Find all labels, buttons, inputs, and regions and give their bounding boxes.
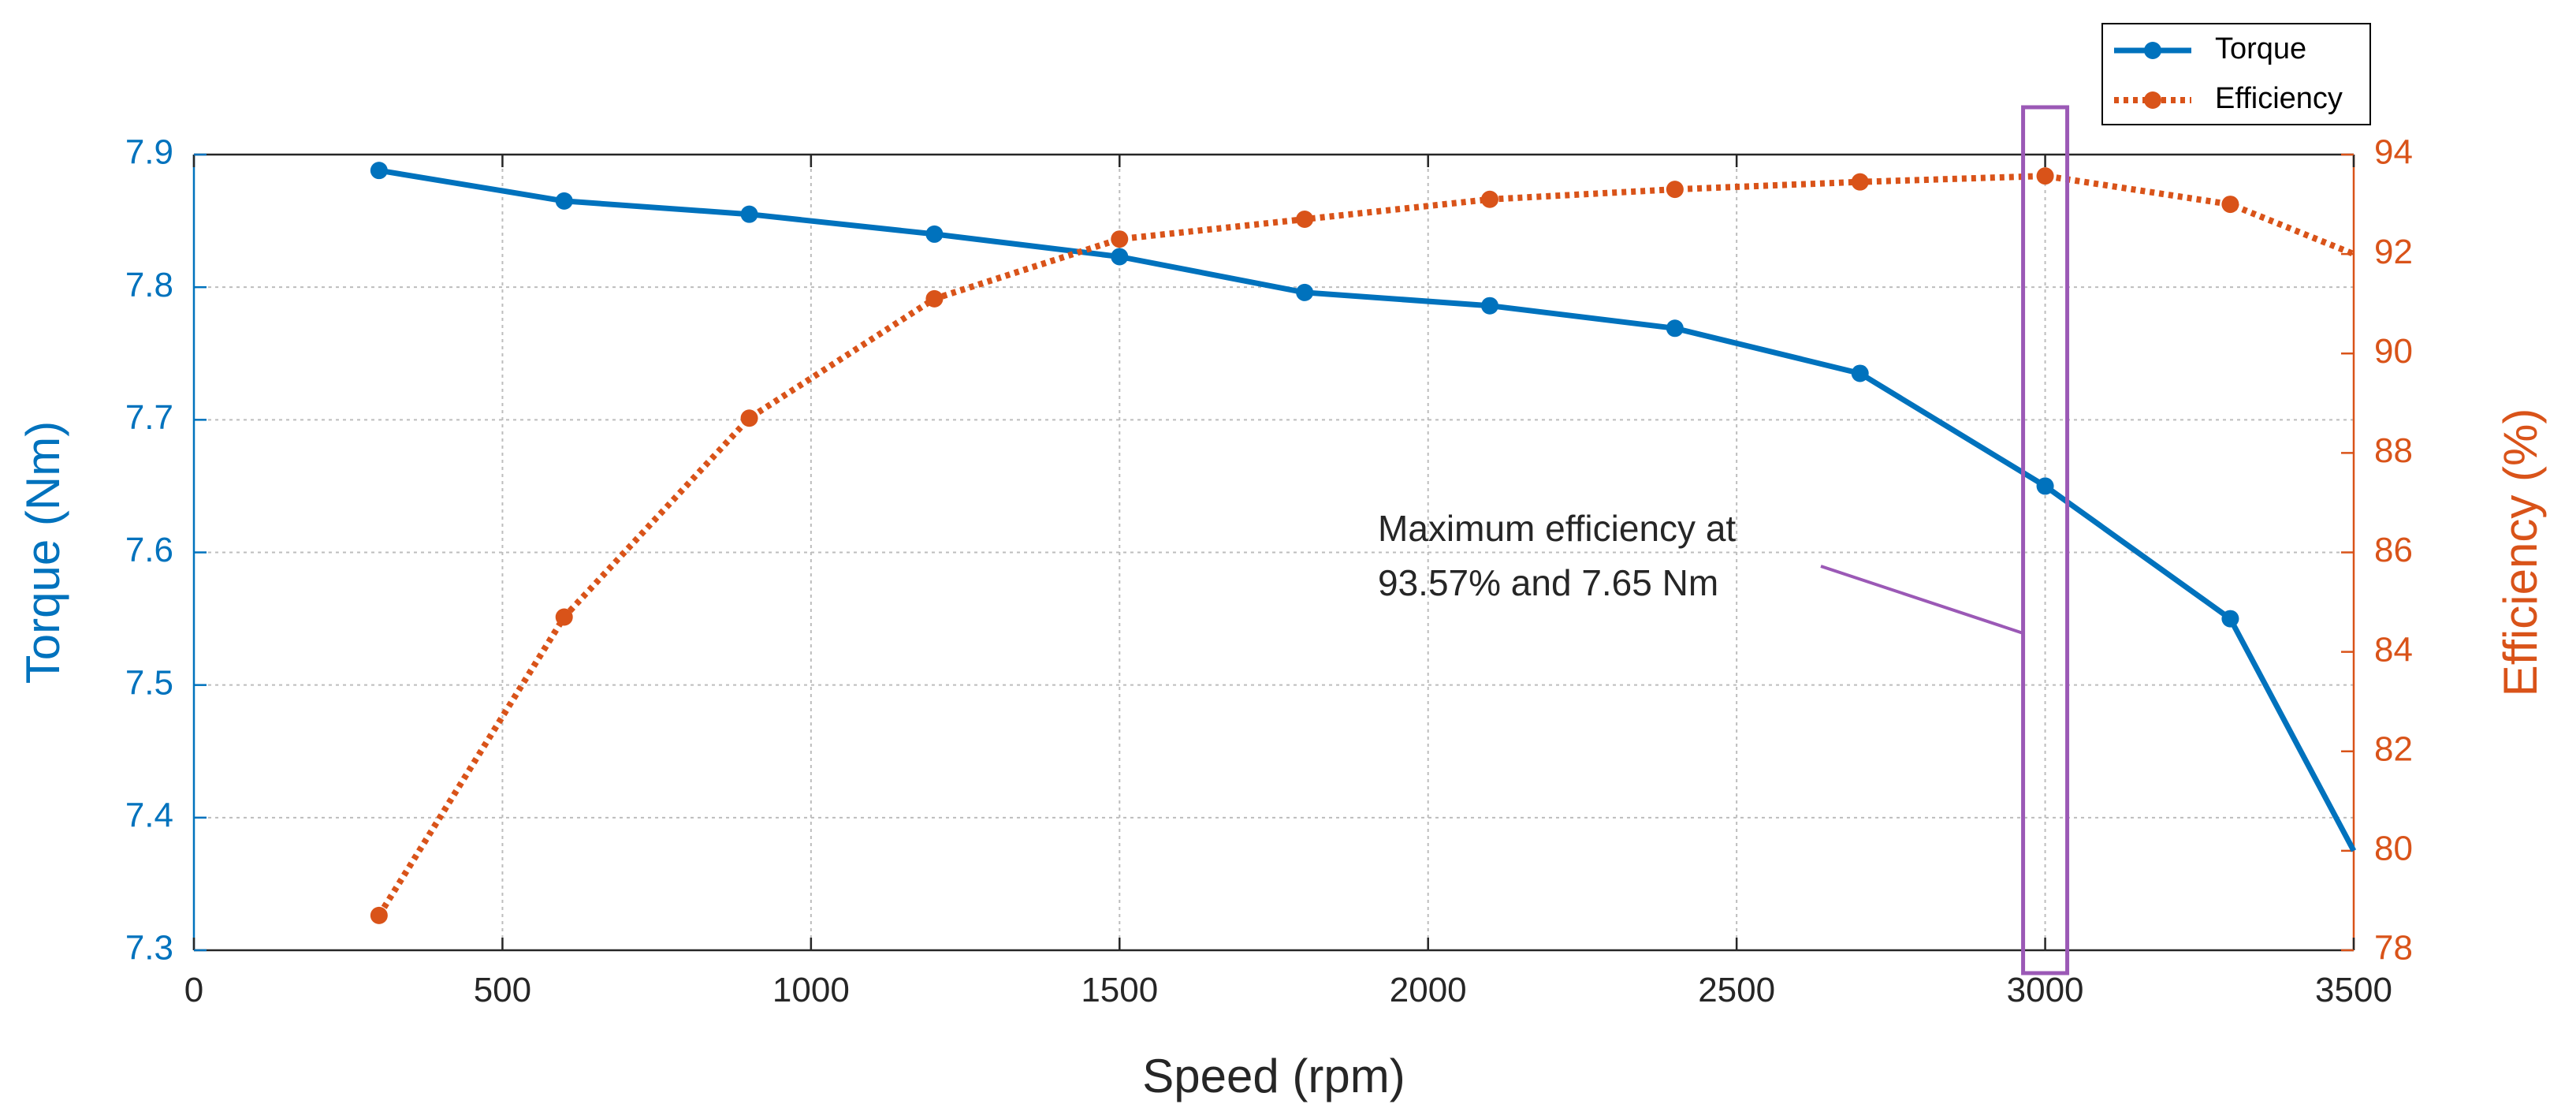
legend-marker-torque: [2144, 42, 2161, 59]
annotation-text-line-1: Maximum efficiency at: [1378, 508, 1736, 549]
y-right-tick-label: 84: [2374, 630, 2413, 669]
y-axis-left-title: Torque (Nm): [17, 421, 69, 684]
y-left-tick-label: 7.3: [125, 929, 173, 968]
x-tick-label: 2500: [1698, 971, 1775, 1009]
data-point-efficiency: [1296, 210, 1314, 228]
series-line-torque: [378, 167, 2357, 852]
data-point-efficiency: [555, 608, 573, 626]
data-point-torque: [555, 192, 573, 210]
annotation: Maximum efficiency at 93.57% and 7.65 Nm: [1378, 105, 2070, 975]
y-left-tick-label: 7.9: [125, 133, 173, 172]
data-point-torque: [1296, 283, 1314, 301]
y-right-tick-label: 82: [2374, 729, 2413, 768]
data-point-torque: [740, 205, 758, 223]
annotation-leader-line: [1820, 565, 2024, 635]
y-left-tick-label: 7.4: [125, 796, 173, 834]
highlight-box: [2021, 105, 2070, 975]
data-point-efficiency: [1666, 181, 1684, 199]
x-axis-title: Speed (rpm): [1142, 1050, 1405, 1102]
y-left-tick-label: 7.6: [125, 531, 173, 569]
data-point-torque: [1851, 364, 1869, 382]
y-right-tick-label: 86: [2374, 531, 2413, 569]
y-right-tick-label: 90: [2374, 332, 2413, 371]
legend-label-torque: Torque: [2215, 32, 2306, 65]
x-tick-label: 500: [474, 971, 531, 1009]
data-point-torque: [1666, 319, 1684, 338]
data-point-torque: [925, 225, 944, 243]
x-tick-label: 3000: [2007, 971, 2084, 1009]
data-point-efficiency: [2221, 196, 2239, 214]
x-tick-label: 0: [184, 971, 203, 1009]
data-point-efficiency: [1851, 173, 1869, 191]
y-right-tick-label: 78: [2374, 929, 2413, 968]
data-point-efficiency: [1111, 230, 1129, 248]
series-line-efficiency: [376, 173, 2355, 918]
y-left-tick-label: 7.7: [125, 398, 173, 437]
y-axis-right-title: Efficiency (%): [2494, 408, 2547, 697]
legend-marker-efficiency: [2144, 91, 2161, 109]
annotation-text-line-2: 93.57% and 7.65 Nm: [1378, 562, 1718, 603]
y-right-tick-label: 80: [2374, 830, 2413, 868]
data-point-torque: [2036, 477, 2054, 495]
data-point-efficiency: [740, 409, 758, 427]
y-right-tick-label: 88: [2374, 431, 2413, 470]
y-right-tick-label: 92: [2374, 233, 2413, 271]
x-tick-label: 1000: [772, 971, 850, 1009]
data-point-efficiency: [370, 906, 388, 924]
legend-box: [2101, 23, 2371, 125]
data-point-torque: [2221, 610, 2239, 628]
x-tick-label: 1500: [1081, 971, 1158, 1009]
data-point-torque: [1481, 297, 1498, 315]
x-tick-label: 3500: [2315, 971, 2392, 1009]
y-left-tick-label: 7.5: [125, 663, 173, 702]
axes: 0 500 1000 1500 2000 2500 3000 3500 7.3 7.4 7.5 7.6…: [125, 133, 2413, 1010]
x-tick-label: 2000: [1390, 971, 1467, 1009]
y-left-tick-label: 7.8: [125, 266, 173, 304]
data-point-efficiency: [925, 289, 944, 308]
data-point-torque: [370, 162, 388, 180]
legend-label-efficiency: Efficiency: [2215, 82, 2343, 115]
plot-series: [370, 162, 2357, 924]
data-point-efficiency: [2036, 167, 2054, 185]
legend: Torque Efficiency: [2101, 23, 2371, 125]
data-point-torque: [1111, 248, 1129, 266]
data-point-efficiency: [1481, 190, 1498, 208]
y-right-tick-label: 94: [2374, 133, 2413, 172]
